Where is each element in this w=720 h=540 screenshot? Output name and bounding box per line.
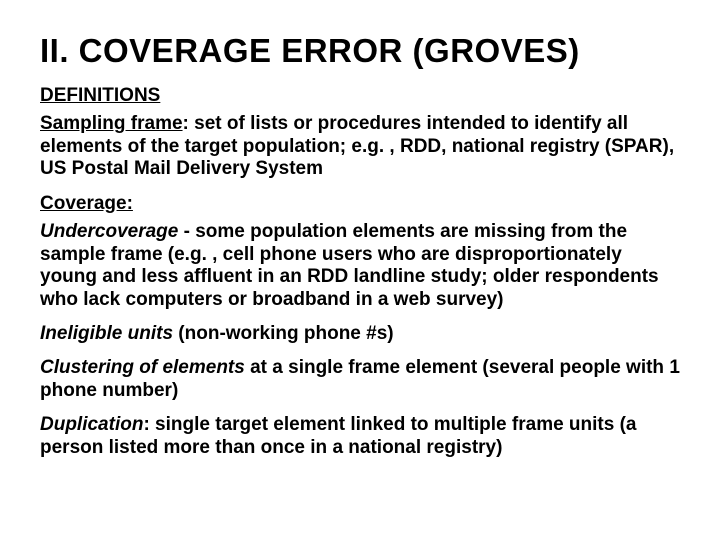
slide: II. COVERAGE ERROR (GROVES) DEFINITIONS … xyxy=(0,0,720,540)
sampling-frame-term: Sampling frame xyxy=(40,113,183,134)
definitions-heading: DEFINITIONS xyxy=(40,85,680,108)
ineligible-text: (non-working phone #s) xyxy=(173,323,394,344)
clustering-term: Clustering of elements xyxy=(40,357,245,378)
coverage-heading: Coverage: xyxy=(40,193,680,216)
duplication-paragraph: Duplication: single target element linke… xyxy=(40,414,680,459)
ineligible-paragraph: Ineligible units (non-working phone #s) xyxy=(40,323,680,345)
ineligible-term: Ineligible units xyxy=(40,323,173,344)
slide-title: II. COVERAGE ERROR (GROVES) xyxy=(40,34,680,69)
undercoverage-paragraph: Undercoverage - some population elements… xyxy=(40,221,680,311)
clustering-paragraph: Clustering of elements at a single frame… xyxy=(40,357,680,402)
undercoverage-term: Undercoverage xyxy=(40,221,178,242)
sampling-frame-paragraph: Sampling frame: set of lists or procedur… xyxy=(40,113,680,180)
duplication-term: Duplication xyxy=(40,414,143,435)
